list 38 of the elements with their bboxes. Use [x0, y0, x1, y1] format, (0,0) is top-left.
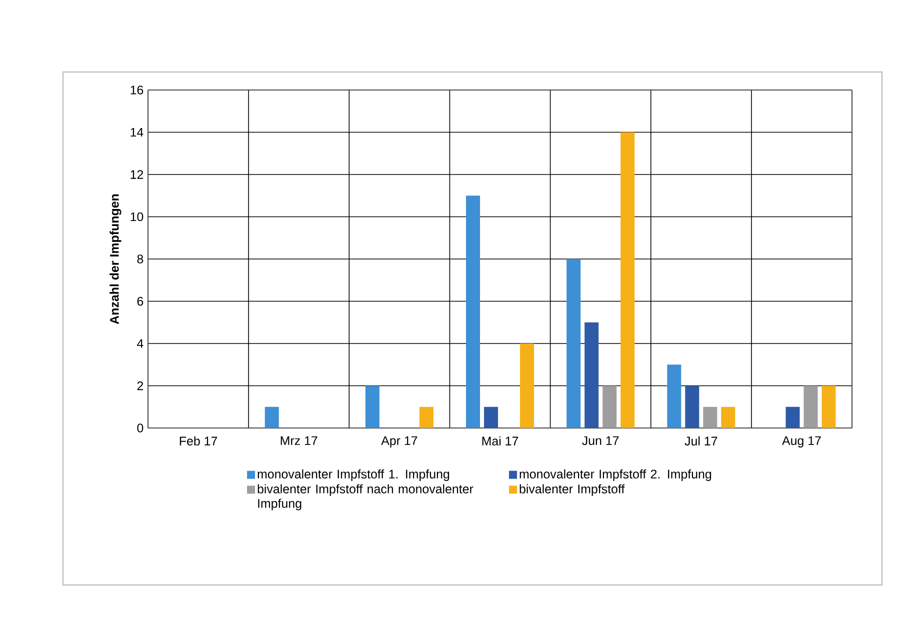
x-tick-label: Aug 17 [782, 436, 821, 448]
bar [264, 406, 279, 428]
bar [466, 196, 480, 428]
y-tick-label: 16 [130, 86, 144, 94]
y-tick-label: 10 [130, 212, 144, 222]
bar [419, 406, 434, 428]
bar [786, 406, 800, 428]
bar [822, 386, 836, 428]
bar [685, 386, 700, 428]
bar [602, 386, 617, 428]
legend-label: bivalenter Impfstoff nach monovalenter Impfung [258, 484, 474, 510]
x-tick-label: Mai 17 [482, 436, 518, 446]
bar [365, 386, 380, 428]
y-tick-label: 6 [137, 296, 144, 306]
x-tick-label: Apr 17 [381, 436, 418, 448]
bar [667, 364, 682, 428]
y-tick-label: 2 [137, 381, 144, 390]
x-tick-label: Feb 17 [180, 436, 218, 446]
bar [484, 406, 498, 428]
legend-label: bivalenter Impfstoff [520, 484, 625, 496]
bar [520, 343, 534, 428]
bar [703, 406, 718, 428]
bar [620, 132, 635, 428]
y-tick-label: 8 [137, 254, 144, 264]
y-tick-label: 14 [130, 128, 144, 137]
y-tick-label: 12 [130, 170, 144, 179]
y-tick-label: 4 [137, 339, 144, 348]
x-tick-label: Jun 17 [582, 436, 619, 446]
y-tick-label: 0 [137, 424, 144, 432]
legend-label: monovalenter Impfstoff 1. Impfung [258, 469, 450, 481]
bar [721, 406, 736, 428]
bar [566, 258, 581, 428]
legend-label: monovalenter Impfstoff 2. Impfung [520, 469, 712, 481]
y-axis-title: Anzahl der Impfungen [110, 194, 122, 324]
x-tick-label: Jul 17 [684, 436, 718, 446]
bar [804, 386, 818, 428]
x-tick-label: Mrz 17 [280, 436, 318, 445]
bar [584, 322, 599, 428]
